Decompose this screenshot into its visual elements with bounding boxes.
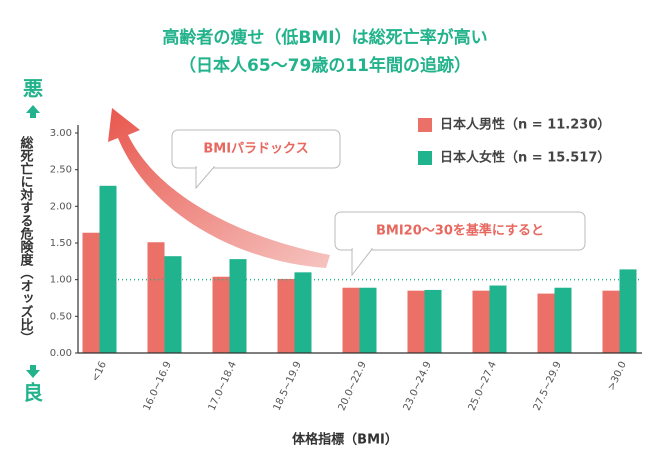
bar — [342, 287, 360, 353]
y-tick-label: 3.00 — [50, 128, 72, 139]
bar — [424, 289, 442, 353]
callout-tail — [351, 248, 374, 277]
bar — [407, 290, 425, 353]
y-tick-label: 2.50 — [50, 165, 72, 176]
x-tick-label: >30.0 — [606, 360, 629, 392]
x-tick-label: 25.0~27.4 — [467, 360, 499, 413]
y-axis-label: 総死亡に対する危険度（オッズ比） — [18, 135, 35, 344]
annotation: BMIパラドックス — [203, 142, 308, 157]
bar — [294, 272, 312, 353]
x-tick-label: 27.5~29.9 — [532, 360, 564, 413]
good-label: 良 — [23, 381, 43, 405]
x-axis-label: 体格指標（BMI） — [292, 432, 398, 448]
paradox-arrow — [108, 108, 330, 268]
bar — [489, 285, 507, 353]
bar — [472, 290, 490, 353]
x-tick-label: 23.0~24.9 — [402, 360, 434, 413]
y-tick-label: 1.00 — [50, 275, 72, 286]
callout-box — [171, 129, 341, 169]
callout-box — [334, 211, 586, 251]
bad-label: 悪 — [23, 77, 43, 101]
down-arrow — [26, 365, 40, 378]
x-tick-label: 17.0~18.4 — [207, 360, 239, 413]
bar — [277, 278, 295, 353]
chart-subtitle: （日本人65～79歳の11年間の追跡） — [179, 55, 471, 76]
bar — [99, 185, 117, 353]
chart-title: 高齢者の痩せ（低BMI）は総死亡率が高い — [162, 27, 487, 48]
annotation: BMI20～30を基準にすると — [376, 223, 544, 239]
y-tick-label: 2.00 — [50, 201, 72, 212]
bar — [164, 256, 182, 353]
bar — [229, 259, 247, 353]
legend-label: 日本人男性（n = 11.230） — [440, 117, 610, 133]
up-arrow — [26, 105, 40, 118]
callout-tail — [195, 166, 216, 190]
bar — [602, 290, 620, 353]
bar — [147, 242, 165, 353]
bar — [537, 293, 555, 353]
bar — [619, 269, 637, 353]
x-tick-label: <16 — [90, 360, 109, 384]
x-tick-label: 16.0~16.9 — [142, 360, 174, 413]
bar — [554, 287, 572, 353]
y-tick-label: 0.50 — [50, 311, 72, 322]
x-tick-label: 18.5~19.9 — [272, 360, 304, 413]
x-tick-label: 20.0~22.9 — [337, 360, 369, 413]
y-tick-label: 0.00 — [50, 348, 72, 359]
bar — [212, 276, 230, 353]
legend-swatch — [418, 118, 432, 132]
bar — [82, 232, 100, 353]
legend-swatch — [418, 151, 432, 165]
legend-label: 日本人女性（n = 15.517） — [440, 150, 610, 166]
y-tick-label: 1.50 — [50, 238, 72, 249]
bar — [359, 287, 377, 353]
